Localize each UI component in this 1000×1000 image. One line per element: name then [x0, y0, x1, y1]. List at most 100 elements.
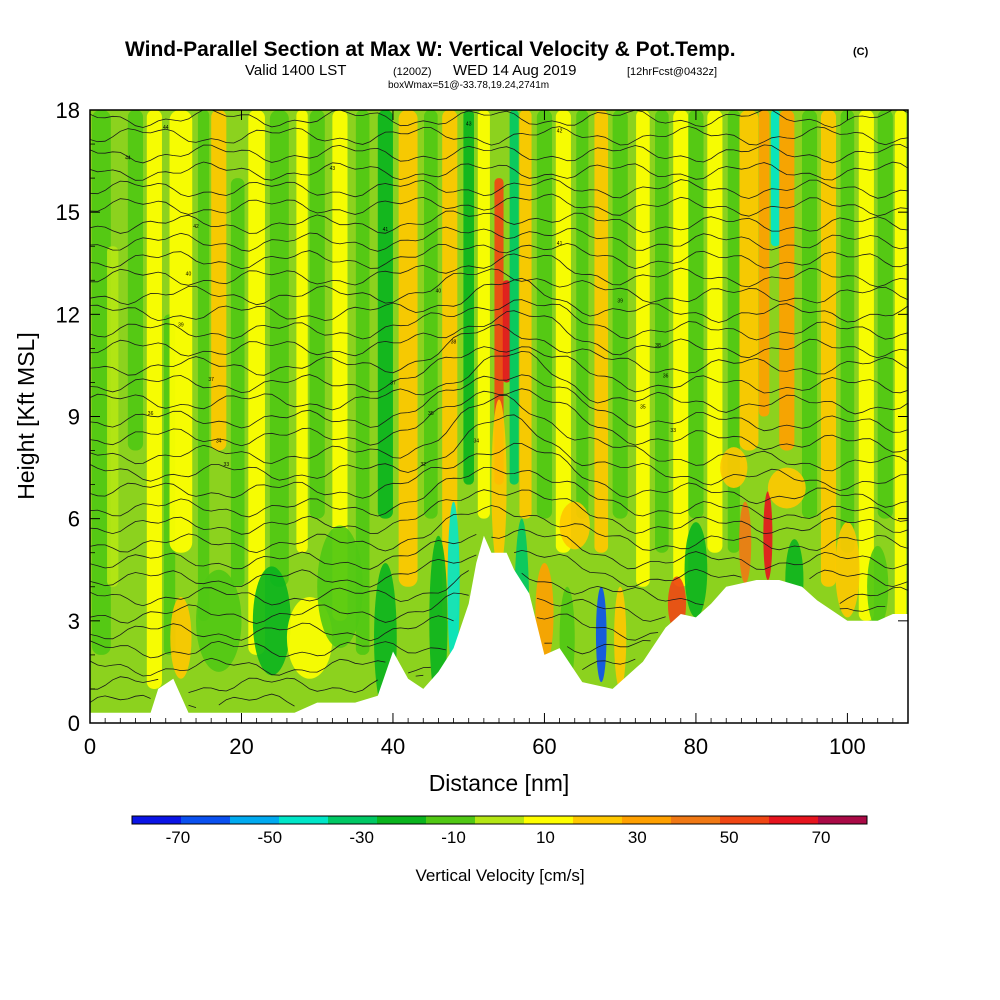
theta-contour-label: 43 [330, 166, 336, 172]
velocity-band [801, 110, 818, 519]
x-tick-label: 80 [684, 734, 708, 759]
theta-contour-label: 42 [193, 224, 199, 230]
colorbar-swatch [181, 816, 231, 824]
theta-contour-label: 36 [663, 374, 669, 380]
y-tick-label: 15 [56, 200, 80, 225]
theta-contour [90, 374, 908, 433]
theta-contour [90, 310, 908, 359]
theta-contour [90, 193, 908, 217]
velocity-band [509, 110, 519, 485]
velocity-blob [170, 596, 192, 679]
velocity-band [269, 110, 289, 587]
velocity-band [377, 110, 393, 519]
theta-contour-label: 40 [436, 288, 442, 294]
colorbar-tick-label: -30 [349, 828, 374, 847]
x-tick-label: 20 [229, 734, 253, 759]
x-axis: 0 20 40 60 80 100 [84, 110, 909, 759]
y-tick-label: 0 [68, 711, 80, 736]
theta-contour [90, 226, 908, 252]
terrain-mask [90, 535, 908, 723]
theta-contour-label: 34 [216, 438, 222, 444]
velocity-band [820, 110, 837, 587]
theta-contour [90, 592, 886, 624]
theta-contour-label: 42 [557, 128, 563, 134]
colorbar-frame [131, 815, 868, 825]
velocity-blob [429, 535, 448, 706]
x-axis-label: Distance [nm] [429, 770, 570, 796]
theta-contour-label: 37 [208, 377, 214, 383]
velocity-blob [835, 522, 860, 618]
valid-date: WED 14 Aug 2019 [453, 62, 576, 79]
theta-contour [90, 613, 659, 642]
theta-contour-label: 44 [163, 125, 169, 131]
theta-contour [90, 505, 908, 554]
colorbar-ticks: -70 -50 -30 -10 10 30 50 70 [166, 828, 831, 847]
colorbar-swatch [132, 816, 182, 824]
theta-contour [90, 144, 908, 164]
velocity-blob [720, 447, 748, 489]
x-tick-label: 0 [84, 734, 96, 759]
theta-contour [90, 299, 908, 341]
velocity-blob [767, 467, 806, 509]
velocity-blob [196, 569, 242, 672]
velocity-band [296, 110, 308, 553]
colorbar-tick-label: -50 [258, 828, 283, 847]
colorbar-swatch [475, 816, 525, 824]
velocity-band [894, 110, 907, 621]
colorbar [131, 815, 868, 825]
theta-contour-label: 33 [670, 428, 676, 434]
colorbar-tick-label: -10 [441, 828, 466, 847]
velocity-band [442, 110, 458, 621]
velocity-blob [763, 491, 773, 580]
velocity-band [230, 178, 245, 587]
valid-time-utc: (1200Z) [393, 66, 432, 78]
colorbar-swatch [818, 816, 868, 824]
velocity-band [688, 110, 704, 519]
theta-contour-label: 44 [125, 156, 131, 162]
plot-area: 44 44 43 43 42 42 41 41 40 40 39 39 38 38 37 37 36 36 35 35… [90, 110, 908, 723]
velocity-band [758, 110, 770, 417]
theta-contour [90, 210, 908, 234]
theta-contour-label: 32 [420, 462, 426, 468]
velocity-band [594, 110, 609, 553]
velocity-band [707, 110, 723, 553]
theta-contour-label: 38 [655, 343, 661, 349]
theta-contour [90, 674, 424, 693]
theta-contour [90, 640, 651, 659]
colorbar-swatch [573, 816, 623, 824]
theta-contour [90, 268, 908, 306]
theta-contour [90, 178, 908, 199]
velocity-blob [317, 525, 363, 649]
theta-contour-label: 37 [390, 380, 396, 386]
velocity-blob [447, 501, 460, 672]
velocity-blob [559, 501, 590, 550]
theta-contour-label: 35 [640, 404, 646, 410]
theta-contour-label: 39 [178, 323, 184, 329]
theta-contour [90, 467, 908, 522]
theta-contour [90, 350, 908, 415]
velocity-blob [595, 586, 607, 683]
colorbar-swatch [769, 816, 819, 824]
velocity-band [877, 110, 893, 519]
colorbar-swatch [524, 816, 574, 824]
velocity-band [211, 110, 227, 451]
box-wmax-info: boxWmax=51@-33.78,19.24,2741m [388, 80, 549, 91]
colorbar-swatch [230, 816, 280, 824]
velocity-blob [684, 522, 708, 618]
theta-contour [90, 394, 908, 472]
theta-contour-label: 40 [186, 271, 192, 277]
velocity-bands [91, 110, 907, 689]
velocity-band [127, 110, 144, 451]
theta-contour [90, 528, 908, 570]
velocity-band [739, 110, 759, 451]
theta-contours [90, 110, 908, 708]
y-tick-label: 9 [68, 405, 80, 430]
y-tick-label: 18 [56, 98, 80, 123]
velocity-band [477, 110, 490, 519]
velocity-band [197, 110, 210, 621]
velocity-band [146, 110, 162, 689]
theta-contour-label: 39 [617, 299, 623, 305]
colorbar-tick-label: 50 [720, 828, 739, 847]
